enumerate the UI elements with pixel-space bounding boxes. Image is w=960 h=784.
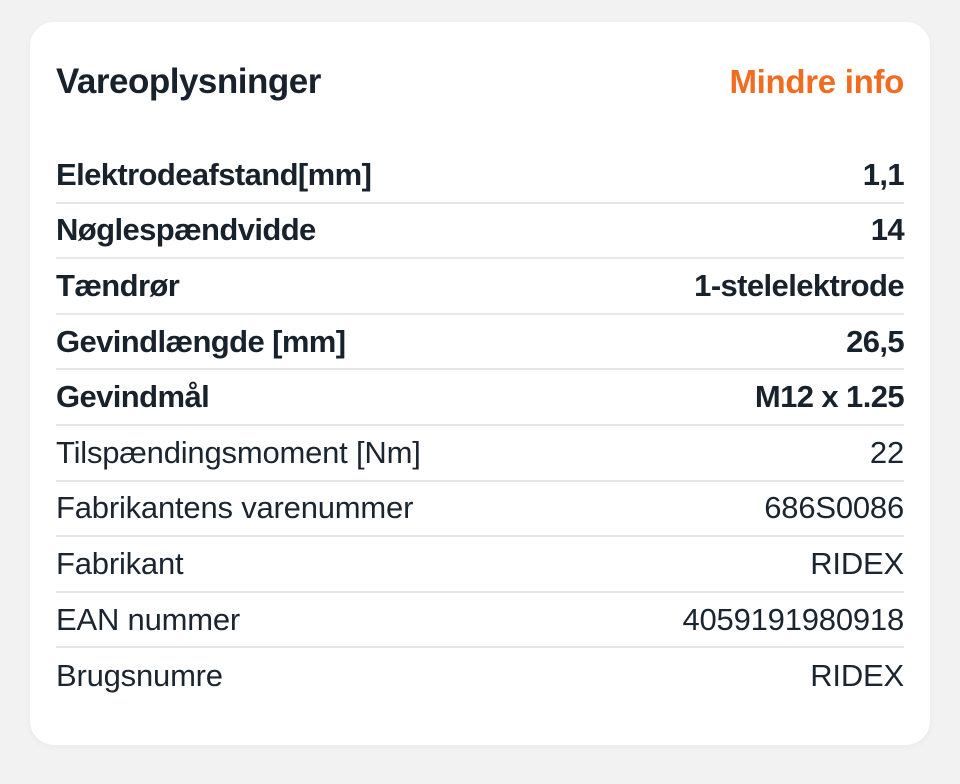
spec-value: 4059191980918 <box>682 601 904 637</box>
less-info-toggle[interactable]: Mindre info <box>729 60 904 104</box>
table-row: Brugsnumre RIDEX <box>56 648 904 704</box>
page-title: Vareoplysninger <box>56 62 321 101</box>
spec-value: 14 <box>870 212 905 248</box>
spec-label: EAN nummer <box>56 601 241 637</box>
table-row: Nøglespændvidde 14 <box>56 204 905 260</box>
spec-label: Elektrodeafstand[mm] <box>56 156 372 192</box>
spec-value: 1-stelelektrode <box>694 267 904 303</box>
table-row: Fabrikantens varenummer 686S0086 <box>56 482 904 538</box>
product-info-card: Vareoplysninger Mindre info Elektrodeafs… <box>30 22 930 745</box>
table-row: Gevindlængde [mm] 26,5 <box>56 315 905 371</box>
spec-label: Tilspændingsmoment [Nm] <box>56 434 421 470</box>
table-row: Gevindmål M12 x 1.25 <box>56 370 905 426</box>
spec-value: RIDEX <box>810 658 904 694</box>
spec-value: 26,5 <box>846 323 905 359</box>
spec-label: Nøglespændvidde <box>56 212 316 248</box>
spec-value: 686S0086 <box>764 490 904 526</box>
spec-table: Elektrodeafstand[mm] 1,1 Nøglespændvidde… <box>56 148 905 704</box>
table-row: Fabrikant RIDEX <box>56 537 904 593</box>
spec-value: M12 x 1.25 <box>754 379 905 415</box>
spec-value: 1,1 <box>862 156 905 192</box>
spec-label: Fabrikantens varenummer <box>56 490 414 526</box>
table-row: Elektrodeafstand[mm] 1,1 <box>56 148 905 204</box>
table-row: EAN nummer 4059191980918 <box>56 593 904 649</box>
table-row: Tændrør 1-stelelektrode <box>56 259 905 315</box>
spec-label: Fabrikant <box>56 545 184 581</box>
spec-label: Gevindlængde [mm] <box>56 323 346 359</box>
table-row: Tilspændingsmoment [Nm] 22 <box>56 426 904 482</box>
spec-value: RIDEX <box>810 545 904 581</box>
card-header: Vareoplysninger Mindre info <box>56 60 904 104</box>
spec-label: Tændrør <box>56 267 180 303</box>
spec-value: 22 <box>869 434 904 470</box>
spec-label: Gevindmål <box>56 379 210 415</box>
spec-label: Brugsnumre <box>56 658 223 694</box>
